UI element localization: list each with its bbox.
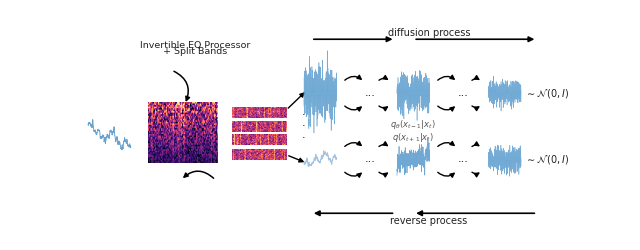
Text: $\sim \mathcal{N}(0, I)$: $\sim \mathcal{N}(0, I)$	[525, 87, 569, 100]
Text: + Split Bands: + Split Bands	[163, 47, 227, 56]
Text: ...: ...	[365, 154, 376, 164]
Text: reverse process: reverse process	[390, 216, 467, 226]
Text: ...: ...	[365, 88, 376, 98]
Text: $\sim \mathcal{N}(0, I)$: $\sim \mathcal{N}(0, I)$	[525, 153, 569, 166]
Text: diffusion process: diffusion process	[387, 28, 470, 38]
Text: $q(x_{t+1}|x_t)$: $q(x_{t+1}|x_t)$	[392, 132, 434, 144]
Text: ...: ...	[458, 88, 469, 98]
Text: ...: ...	[458, 154, 469, 164]
Text: $q_\theta(x_{t-1}|x_t)$: $q_\theta(x_{t-1}|x_t)$	[390, 118, 436, 131]
Text: Invertible EQ Processor: Invertible EQ Processor	[140, 41, 250, 50]
Text: ·
·
·: · · ·	[301, 110, 305, 143]
